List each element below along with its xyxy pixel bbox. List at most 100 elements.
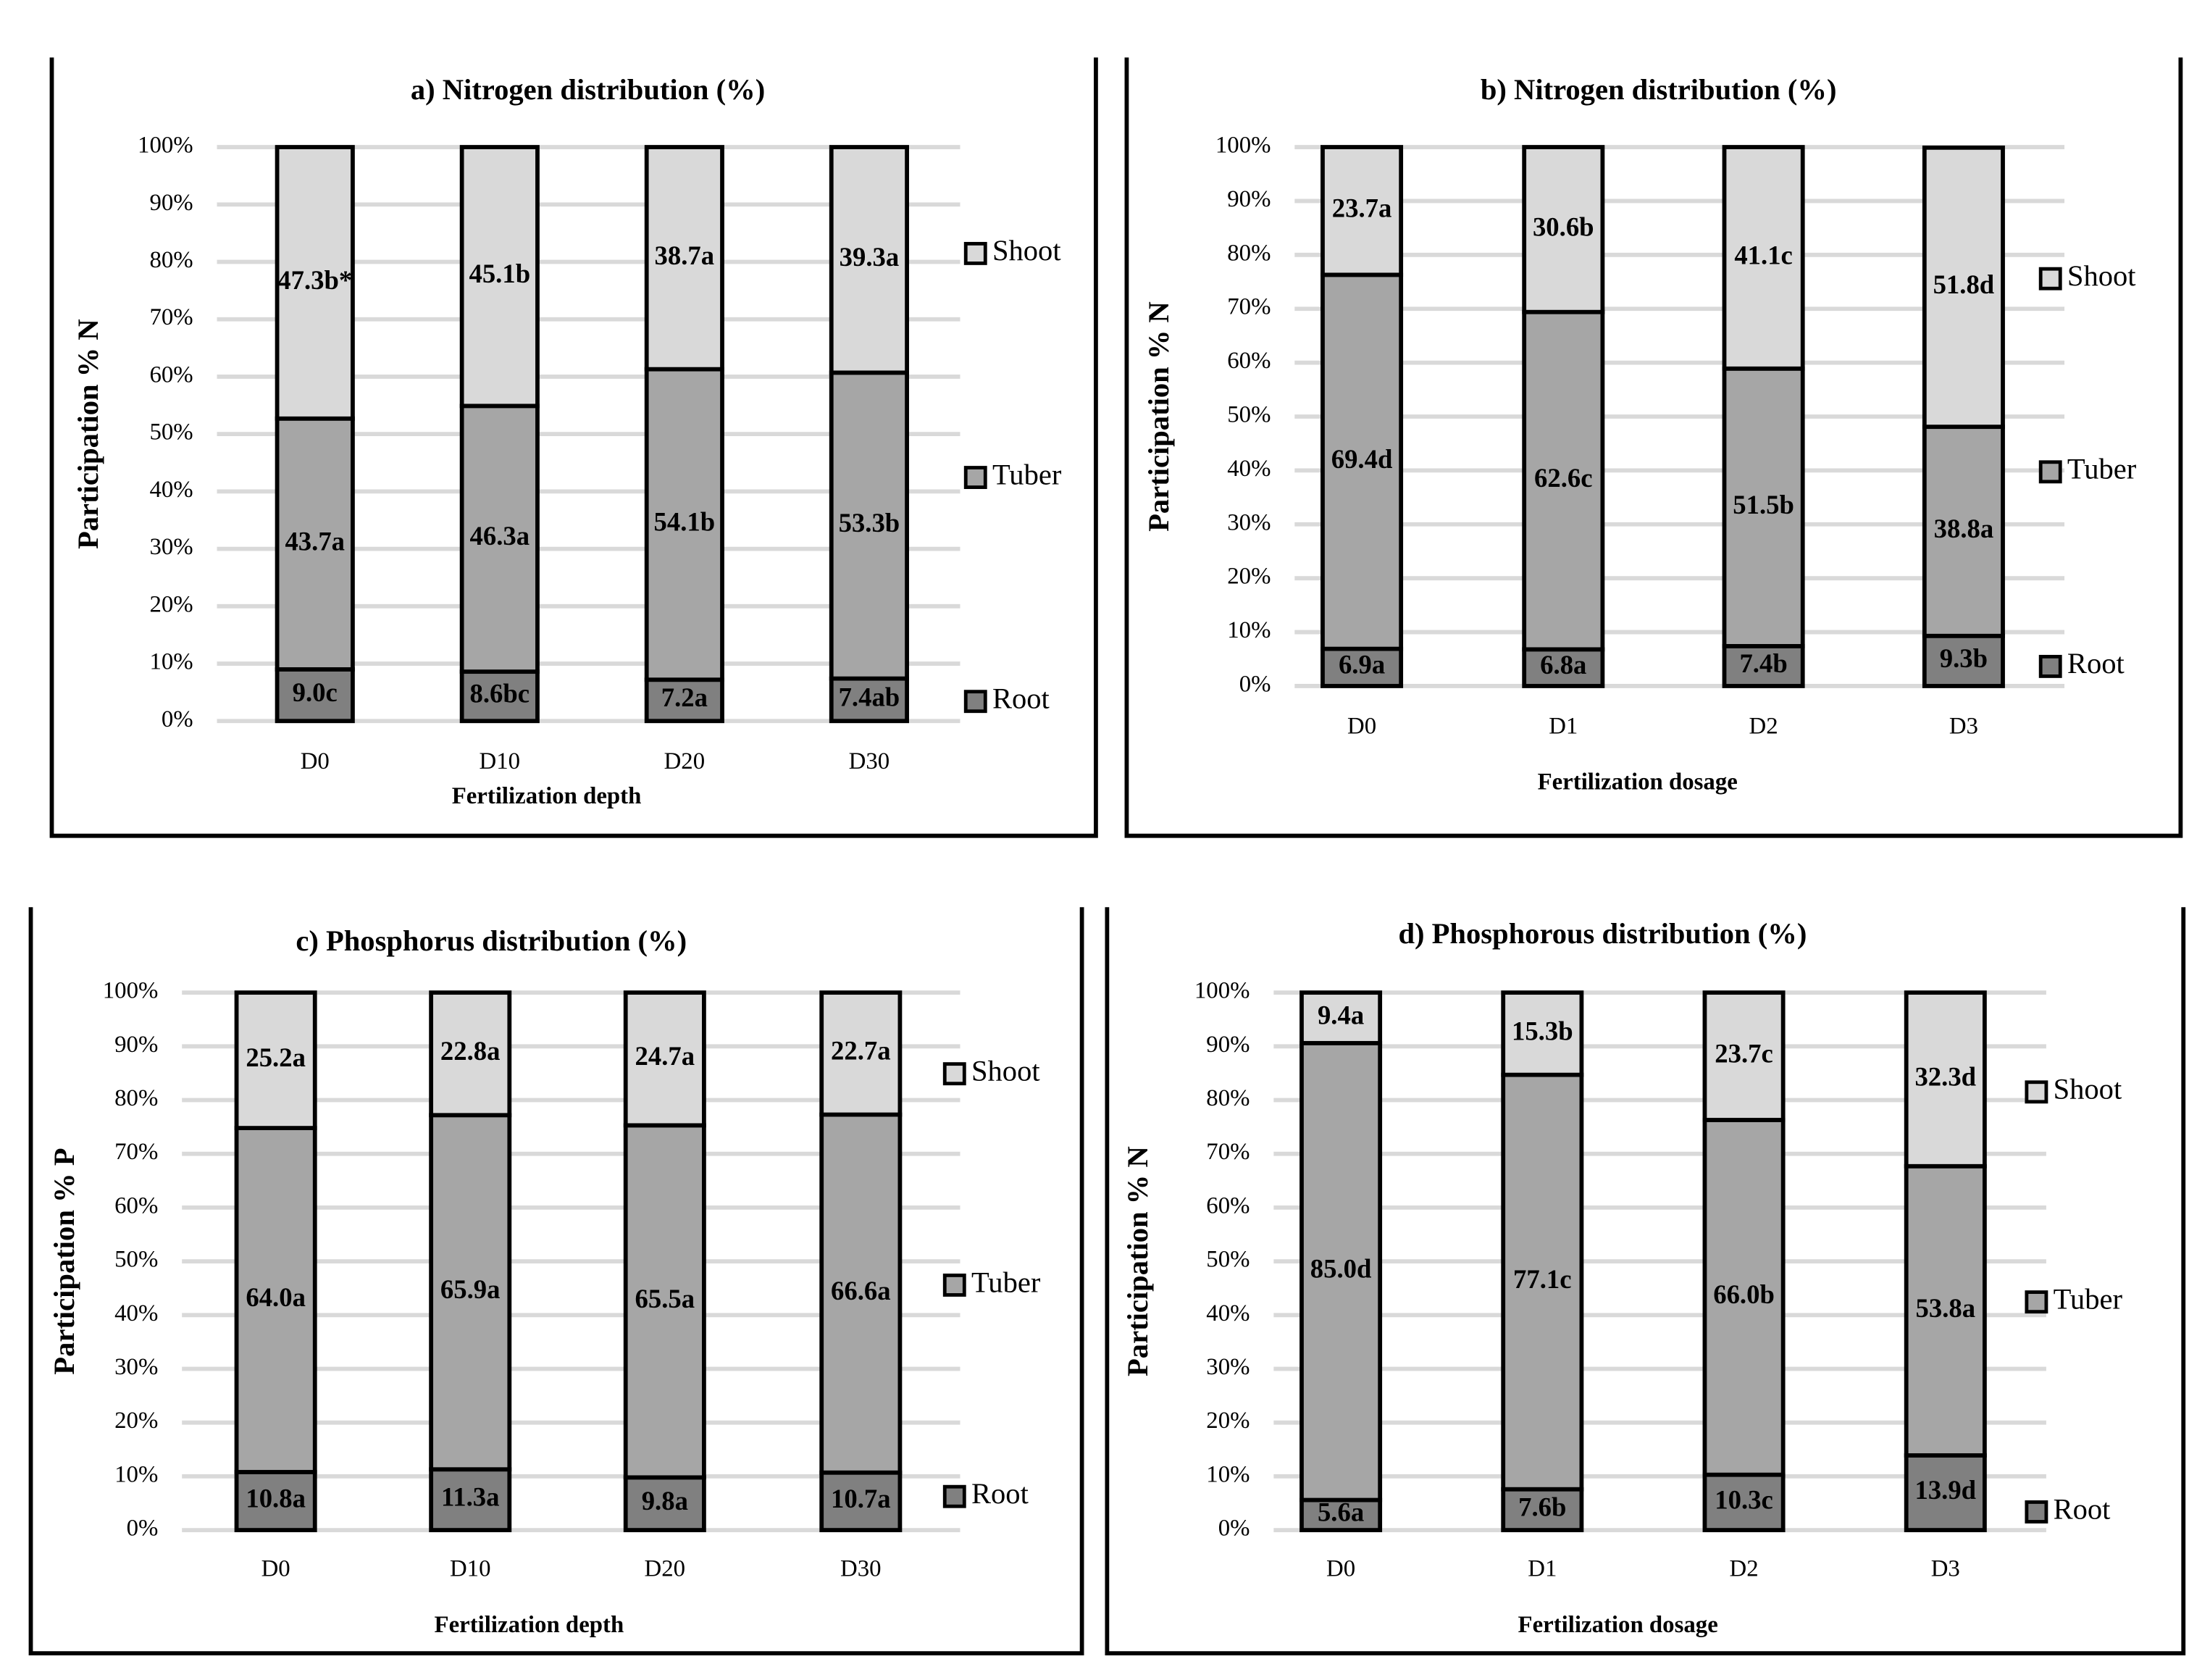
bar-segment [459,404,540,674]
x-axis-label: Fertilization dosage [1538,769,1738,795]
y-tick-label: 100% [138,133,193,159]
legend-swatch [942,1062,966,1086]
data-label: 66.6a [831,1276,891,1305]
legend-label: Tuber [2054,1282,2123,1315]
y-tick-label: 30% [114,1354,158,1380]
y-tick-label: 40% [1227,456,1271,482]
bar-segment [829,145,909,375]
y-tick-label: 30% [1206,1354,1250,1380]
x-tick-label: D0 [261,1556,290,1582]
legend-label: Shoot [2054,1073,2122,1106]
data-label: 77.1c [1513,1264,1572,1294]
data-label: 53.3b [839,508,900,538]
data-label: 22.7a [831,1036,891,1066]
y-tick-label: 20% [149,591,193,617]
bar-segment [275,667,355,724]
bar-segment [1722,145,1805,371]
y-tick-label: 40% [149,477,193,503]
bar-segment [623,1123,706,1480]
x-axis-label: Fertilization depth [452,783,642,809]
bar-segment [1320,646,1404,688]
data-label: 62.6c [1534,463,1593,493]
bar-segment [1702,1472,1786,1532]
y-tick-label: 50% [1206,1247,1250,1273]
data-label: 23.7c [1715,1038,1773,1068]
bar-segment [644,677,724,724]
data-label: 5.6a [1318,1497,1364,1527]
bar-segment [1922,145,2005,430]
bar-segment [644,367,724,682]
x-tick-label: D0 [301,748,330,774]
x-tick-label: D0 [1347,713,1376,739]
bar-segment [623,990,706,1128]
bar-segment [1320,272,1404,651]
x-tick-label: D1 [1549,713,1578,739]
bar-segment [1904,990,1987,1169]
y-tick-label: 50% [1227,402,1271,428]
y-tick-label: 100% [1215,133,1271,159]
data-label: 9.4a [1318,1000,1364,1029]
data-label: 6.8a [1540,650,1586,680]
y-tick-label: 0% [1239,671,1271,697]
y-tick-label: 30% [1227,509,1271,535]
legend-label: Root [2067,647,2125,680]
legend-swatch [2038,460,2062,484]
bar-segment [623,1475,706,1532]
y-tick-label: 90% [149,190,193,216]
x-tick-label: D3 [1931,1556,1960,1582]
chart-title: d) Phosphorous distribution (%) [1398,917,1807,950]
y-tick-label: 80% [114,1085,158,1111]
data-label: 15.3b [1512,1016,1573,1045]
bar-segment [1522,145,1605,314]
legend-label: Root [971,1477,1029,1510]
x-axis-label: Fertilization dosage [1518,1612,1718,1638]
y-tick-label: 100% [103,978,159,1004]
y-tick-label: 20% [114,1408,158,1434]
panel-frame [1105,907,2186,1656]
y-tick-label: 10% [1227,617,1271,643]
legend-swatch [2038,654,2062,678]
bar-segment [1722,366,1805,648]
x-tick-label: D10 [450,1556,491,1582]
data-label: 69.4d [1331,444,1393,474]
data-label: 30.6b [1533,212,1594,241]
bar-segment [234,990,317,1130]
data-label: 38.8a [1934,514,1994,543]
bar-segment [1702,990,1786,1122]
legend-label: Tuber [992,458,1062,490]
data-label: 51.8d [1933,269,1995,299]
y-tick-label: 10% [1206,1461,1250,1487]
y-tick-label: 80% [1206,1085,1250,1111]
y-tick-label: 70% [1206,1139,1250,1165]
x-tick-label: D2 [1749,713,1778,739]
data-label: 85.0d [1310,1254,1372,1284]
data-label: 10.3c [1715,1484,1773,1514]
bar-segment [1922,633,2005,688]
x-tick-label: D20 [645,1556,686,1582]
data-label: 9.3b [1940,643,1988,673]
data-label: 47.3b* [277,265,352,295]
data-label: 13.9d [1914,1475,1976,1505]
x-tick-label: D1 [1528,1556,1557,1582]
legend-swatch [2025,1290,2048,1314]
data-label: 25.2a [246,1042,306,1072]
y-tick-label: 80% [1227,240,1271,266]
data-label: 7.2a [661,682,708,712]
legend-swatch [963,466,987,489]
y-tick-label: 100% [1194,978,1250,1004]
legend-swatch [942,1274,966,1297]
legend-label: Root [2054,1492,2111,1525]
legend-label: Shoot [971,1054,1040,1087]
bar-segment [429,990,512,1118]
legend-swatch [2025,1500,2048,1524]
x-tick-label: D3 [1949,713,1978,739]
y-tick-label: 50% [114,1247,158,1273]
chart-title: a) Nitrogen distribution (%) [411,73,765,106]
data-label: 10.8a [246,1483,306,1513]
bar-segment [1922,425,2005,638]
data-label: 41.1c [1734,240,1793,269]
data-label: 45.1b [469,259,530,288]
data-label: 65.9a [440,1274,501,1304]
bar-segment [1702,1118,1786,1477]
